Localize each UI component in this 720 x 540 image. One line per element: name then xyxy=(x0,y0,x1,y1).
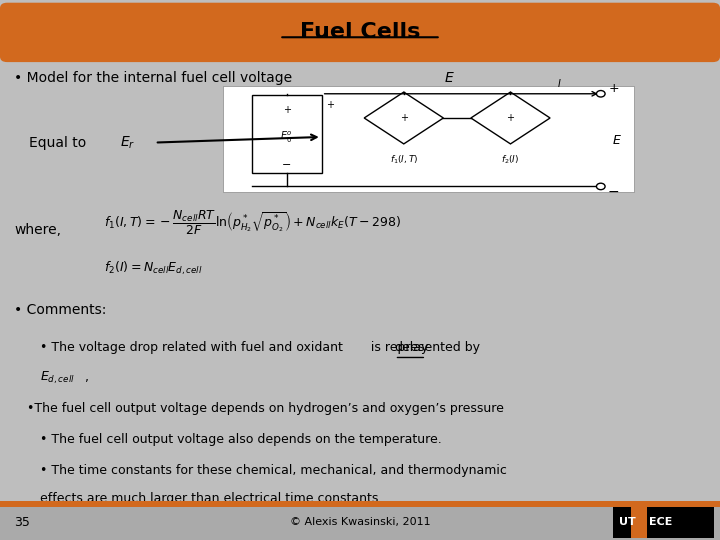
Circle shape xyxy=(596,183,605,190)
Text: effects are much larger than electrical time constants.: effects are much larger than electrical … xyxy=(40,492,382,505)
Polygon shape xyxy=(471,92,550,144)
Text: $E$: $E$ xyxy=(611,133,621,146)
Polygon shape xyxy=(364,92,444,144)
Text: • The time constants for these chemical, mechanical, and thermodynamic: • The time constants for these chemical,… xyxy=(40,464,506,477)
Bar xyxy=(631,507,647,538)
FancyBboxPatch shape xyxy=(0,3,720,62)
Text: +: + xyxy=(506,113,515,123)
Text: • The fuel cell output voltage also depends on the temperature.: • The fuel cell output voltage also depe… xyxy=(40,433,441,446)
Text: where,: where, xyxy=(14,222,61,237)
Text: UT: UT xyxy=(619,517,636,527)
Text: $f_1(I,T)$: $f_1(I,T)$ xyxy=(390,154,418,166)
Text: © Alexis Kwasinski, 2011: © Alexis Kwasinski, 2011 xyxy=(289,517,431,527)
Text: $f_2(I) = N_{cell}E_{d,cell}$: $f_2(I) = N_{cell}E_{d,cell}$ xyxy=(104,260,203,277)
Text: •The fuel cell output voltage depends on hydrogen’s and oxygen’s pressure: •The fuel cell output voltage depends on… xyxy=(27,402,504,415)
Text: $E$: $E$ xyxy=(444,71,455,85)
Bar xyxy=(613,507,714,538)
Text: +: + xyxy=(400,113,408,123)
Text: +: + xyxy=(608,82,619,95)
Text: −: − xyxy=(282,160,292,171)
Bar xyxy=(0,503,720,540)
Text: $f_1(I,T) = -\dfrac{N_{cell}RT}{2F}\ln\!\left(p^*_{H_2}\sqrt{p^*_{O_2}}\right) +: $f_1(I,T) = -\dfrac{N_{cell}RT}{2F}\ln\!… xyxy=(104,209,401,237)
Text: $E_{d,cell}$: $E_{d,cell}$ xyxy=(40,370,75,386)
Text: −: − xyxy=(608,185,619,199)
Bar xyxy=(252,95,322,173)
Circle shape xyxy=(596,91,605,97)
Text: 35: 35 xyxy=(14,516,30,529)
Bar xyxy=(0,501,720,507)
Text: • The voltage drop related with fuel and oxidant       is represented by: • The voltage drop related with fuel and… xyxy=(40,341,480,354)
Text: +: + xyxy=(283,105,291,114)
Text: Equal to: Equal to xyxy=(29,136,91,150)
Text: $E_0^o$: $E_0^o$ xyxy=(280,129,293,145)
Bar xyxy=(223,86,634,192)
Text: • Model for the internal fuel cell voltage: • Model for the internal fuel cell volta… xyxy=(14,71,297,85)
Text: $E_r$: $E_r$ xyxy=(120,134,135,151)
Text: delay: delay xyxy=(395,341,429,354)
Text: Fuel Cells: Fuel Cells xyxy=(300,22,420,43)
Text: ECE: ECE xyxy=(649,517,672,527)
Text: $I$: $I$ xyxy=(557,77,562,89)
Text: +: + xyxy=(326,100,334,110)
Text: ,: , xyxy=(85,372,89,384)
Text: • Comments:: • Comments: xyxy=(14,303,107,318)
Text: $f_2(I)$: $f_2(I)$ xyxy=(501,154,520,166)
